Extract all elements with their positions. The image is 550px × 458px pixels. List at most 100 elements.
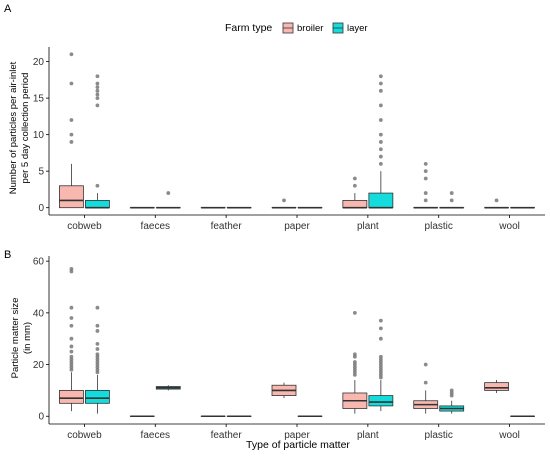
y-tick-label: 10 (33, 130, 45, 141)
outlier-point (379, 133, 383, 137)
outlier-point (70, 140, 74, 144)
outlier-point (495, 198, 499, 202)
outlier-point (96, 342, 100, 346)
x-tick-label-wool: wool (498, 221, 520, 232)
outlier-point (424, 177, 428, 181)
outlier-point (70, 133, 74, 137)
x-tick-label-plant: plant (357, 221, 379, 232)
outlier-point (424, 381, 428, 385)
box-broiler-plastic (414, 363, 438, 414)
outlier-point (379, 82, 383, 86)
outlier-point (96, 184, 100, 188)
panel-b-ylabel-line2: (in mm) (22, 322, 33, 354)
x-tick-label-wool: wool (498, 430, 520, 441)
x-tick-label-plant: plant (357, 430, 379, 441)
box-iqr (369, 396, 393, 406)
outlier-point (379, 155, 383, 159)
panel-a-ylabel-line2: per 5 day collection period (20, 73, 31, 184)
outlier-point (424, 198, 428, 202)
outlier-point (379, 162, 383, 166)
outlier-point (379, 118, 383, 122)
outlier-point (450, 198, 454, 202)
x-tick-label-feather: feather (211, 430, 243, 441)
box-layer-plant (369, 74, 393, 207)
y-tick-label: 15 (33, 94, 45, 105)
y-tick-label: 20 (33, 360, 45, 371)
outlier-point (70, 118, 74, 122)
box-layer-plastic (440, 191, 464, 208)
outlier-point (379, 140, 383, 144)
box-broiler-plant (343, 311, 367, 414)
outlier-point (96, 93, 100, 97)
box-broiler-cobweb (59, 52, 83, 207)
outlier-point (379, 319, 383, 323)
box-layer-plastic (440, 389, 464, 414)
x-tick-label-paper: paper (284, 221, 310, 232)
box-broiler-wool (485, 380, 509, 393)
box-iqr (59, 186, 83, 208)
box-iqr (485, 383, 509, 391)
legend-title: Farm type (225, 22, 272, 34)
y-tick-label: 60 (33, 257, 45, 268)
outlier-point (96, 352, 100, 356)
outlier-point (96, 306, 100, 310)
legend: Farm type broiler layer (225, 22, 368, 34)
box-layer-cobweb (85, 74, 109, 207)
box-iqr (59, 390, 83, 403)
outlier-point (96, 74, 100, 78)
box-broiler-cobweb (59, 267, 83, 411)
outlier-point (96, 347, 100, 351)
x-tick-label-faeces: faeces (141, 430, 170, 441)
box-broiler-paper (272, 383, 296, 399)
outlier-point (379, 337, 383, 341)
panel-a-label: A (4, 3, 12, 15)
x-axis-title: Type of particle matter (246, 439, 350, 451)
outlier-point (96, 85, 100, 89)
outlier-point (353, 352, 357, 356)
outlier-point (379, 74, 383, 78)
box-iqr (343, 200, 367, 207)
outlier-point (70, 52, 74, 56)
outlier-point (96, 82, 100, 86)
box-iqr (85, 390, 109, 403)
outlier-point (450, 191, 454, 195)
outlier-point (379, 89, 383, 93)
box-broiler-wool (485, 198, 509, 207)
box-broiler-plastic (414, 162, 438, 208)
outlier-point (96, 324, 100, 328)
box-broiler-paper (272, 198, 296, 207)
x-tick-label-faeces: faeces (141, 221, 170, 232)
y-tick-label: 0 (38, 203, 44, 214)
panel-a-ylabel-line1: Number of particles per air-inlet (8, 61, 19, 194)
outlier-point (70, 355, 74, 359)
y-tick-label: 0 (38, 412, 44, 423)
outlier-point (353, 360, 357, 364)
panel-b-label: B (4, 249, 11, 261)
outlier-point (70, 316, 74, 320)
outlier-point (96, 89, 100, 93)
y-tick-label: 40 (33, 308, 45, 319)
outlier-point (379, 147, 383, 151)
outlier-point (282, 198, 286, 202)
outlier-point (70, 267, 74, 271)
outlier-point (379, 104, 383, 108)
outlier-point (424, 191, 428, 195)
x-tick-label-cobweb: cobweb (67, 221, 102, 232)
outlier-point (450, 389, 454, 393)
box-layer-faeces (156, 191, 180, 208)
outlier-point (96, 104, 100, 108)
outlier-point (70, 337, 74, 341)
box-broiler-plant (343, 177, 367, 208)
outlier-point (353, 311, 357, 315)
outlier-point (96, 329, 100, 333)
outlier-point (424, 162, 428, 166)
legend-label-layer: layer (347, 23, 368, 34)
outlier-point (424, 169, 428, 173)
outlier-point (353, 177, 357, 181)
x-tick-label-feather: feather (211, 221, 243, 232)
outlier-point (166, 191, 170, 195)
x-tick-label-plastic: plastic (425, 221, 453, 232)
y-tick-label: 20 (33, 57, 45, 68)
